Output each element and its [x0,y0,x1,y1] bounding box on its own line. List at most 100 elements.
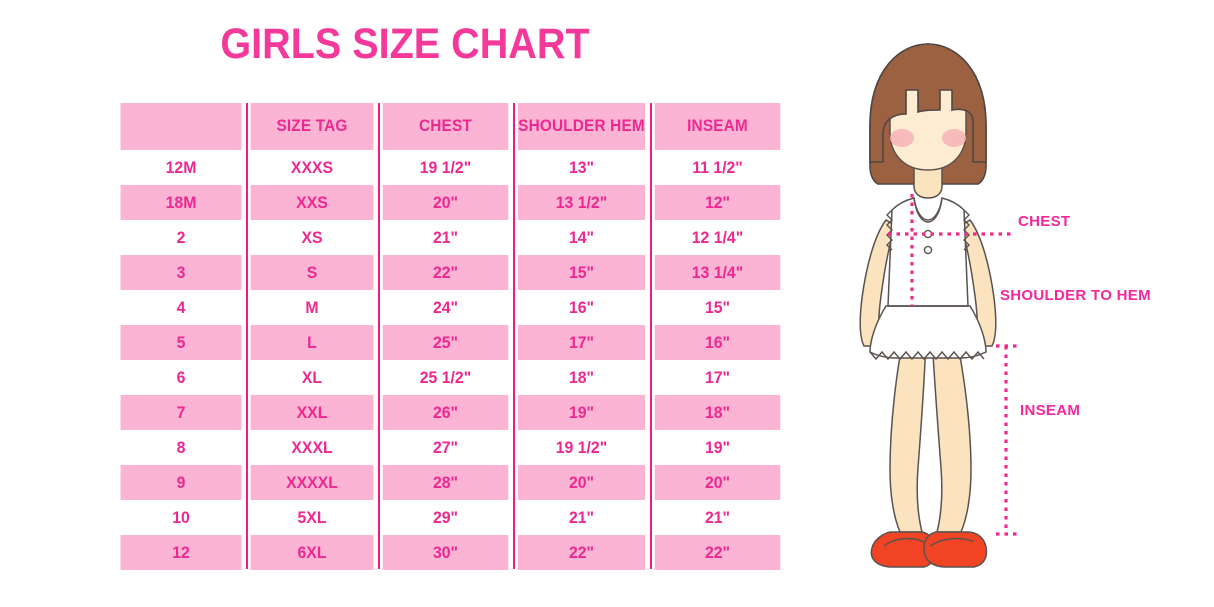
table-row: 7 XXL 26" 19" 18" [116,395,785,430]
cell-size-tag: 5XL [250,500,374,535]
button-lower [923,245,933,255]
cell-size-tag: XXXXL [250,465,374,500]
column-header-shoulder-hem: SHOULDER HEM [517,103,646,150]
cell-chest: 29" [382,500,509,535]
cell-shoulder-hem: 17" [517,325,646,360]
cell-chest: 30" [382,535,509,570]
column-header-inseam: INSEAM [654,103,781,150]
cell-age: 4 [120,290,242,325]
cell-size-tag: XS [250,220,374,255]
cell-shoulder-hem: 16" [517,290,646,325]
cell-shoulder-hem: 14" [517,220,646,255]
cell-size-tag: S [250,255,374,290]
skirt-ruffle-hem [869,350,985,361]
cell-age: 9 [120,465,242,500]
top-neckline [913,197,943,223]
cell-size-tag: M [250,290,374,325]
cell-age: 5 [120,325,242,360]
size-chart-table: SIZE TAG CHEST SHOULDER HEM INSEAM 12M XX… [116,103,785,570]
cell-inseam: 12" [654,185,781,220]
leg-right-shape [931,333,972,533]
sleeve-ruffle-left [886,209,893,251]
cell-chest: 20" [382,185,509,220]
column-header-age [120,103,242,150]
table-row: 8 XXXL 27" 19 1/2" 19" [116,430,785,465]
column-header-chest: CHEST [382,103,509,150]
cell-age: 18M [120,185,242,220]
cell-inseam: 12 1/4" [654,220,781,255]
table-row: 9 XXXXL 28" 20" 20" [116,465,785,500]
leg-left-shape [889,333,927,533]
cell-inseam: 22" [654,535,781,570]
cell-inseam: 17" [654,360,781,395]
cell-age: 3 [120,255,242,290]
cell-shoulder-hem: 13" [517,150,646,185]
shoe-left-strap [883,537,925,547]
cell-size-tag: XXL [250,395,374,430]
blush-right [942,129,966,147]
table-row: 3 S 22" 15" 13 1/4" [116,255,785,290]
cell-age: 12 [120,535,242,570]
table-body: 12M XXXS 19 1/2" 13" 11 1/2" 18M XXS 20" 13 1/2"… [116,150,785,570]
cell-inseam: 21" [654,500,781,535]
cell-inseam: 15" [654,290,781,325]
table-row: 12M XXXS 19 1/2" 13" 11 1/2" [116,150,785,185]
cell-shoulder-hem: 19 1/2" [517,430,646,465]
cell-shoulder-hem: 15" [517,255,646,290]
cell-shoulder-hem: 22" [517,535,646,570]
cell-inseam: 13 1/4" [654,255,781,290]
cell-inseam: 19" [654,430,781,465]
cell-inseam: 20" [654,465,781,500]
cell-age: 8 [120,430,242,465]
column-divider-4 [650,103,652,569]
column-divider-3 [513,103,515,569]
table-row: 4 M 24" 16" 15" [116,290,785,325]
table-row: 12 6XL 30" 22" 22" [116,535,785,570]
column-divider-1 [246,103,248,569]
column-header-size-tag: SIZE TAG [250,103,374,150]
page-title: GIRLS SIZE CHART [220,20,590,68]
cell-shoulder-hem: 18" [517,360,646,395]
cell-inseam: 16" [654,325,781,360]
table-row: 10 5XL 29" 21" 21" [116,500,785,535]
shoe-right-strap [929,537,975,547]
cell-age: 2 [120,220,242,255]
cell-size-tag: XXXS [250,150,374,185]
table-row: 18M XXS 20" 13 1/2" 12" [116,185,785,220]
cell-chest: 28" [382,465,509,500]
inseam-label: INSEAM [1020,402,1081,419]
cell-chest: 22" [382,255,509,290]
table-row: 6 XL 25 1/2" 18" 17" [116,360,785,395]
cell-size-tag: XXS [250,185,374,220]
table-row: 2 XS 21" 14" 12 1/4" [116,220,785,255]
cell-size-tag: XL [250,360,374,395]
chest-label: CHEST [1018,213,1071,230]
cell-shoulder-hem: 13 1/2" [517,185,646,220]
cell-inseam: 11 1/2" [654,150,781,185]
cell-inseam: 18" [654,395,781,430]
cell-chest: 25" [382,325,509,360]
cell-age: 7 [120,395,242,430]
cell-chest: 25 1/2" [382,360,509,395]
cell-age: 10 [120,500,242,535]
cell-size-tag: XXXL [250,430,374,465]
skirt-shape [869,305,987,359]
cell-size-tag: 6XL [250,535,374,570]
cell-age: 12M [120,150,242,185]
cell-shoulder-hem: 19" [517,395,646,430]
cell-age: 6 [120,360,242,395]
cell-shoulder-hem: 20" [517,465,646,500]
table-row: 5 L 25" 17" 16" [116,325,785,360]
sleeve-ruffle-right [963,209,970,251]
table-header-row: SIZE TAG CHEST SHOULDER HEM INSEAM [116,103,785,150]
girl-illustration [859,43,1018,568]
shoe-right-shape [923,531,988,568]
cell-chest: 24" [382,290,509,325]
cell-chest: 26" [382,395,509,430]
blush-left [890,129,914,147]
shoulder-to-hem-label: SHOULDER TO HEM [1000,287,1151,304]
cell-chest: 27" [382,430,509,465]
cell-chest: 21" [382,220,509,255]
cell-shoulder-hem: 21" [517,500,646,535]
